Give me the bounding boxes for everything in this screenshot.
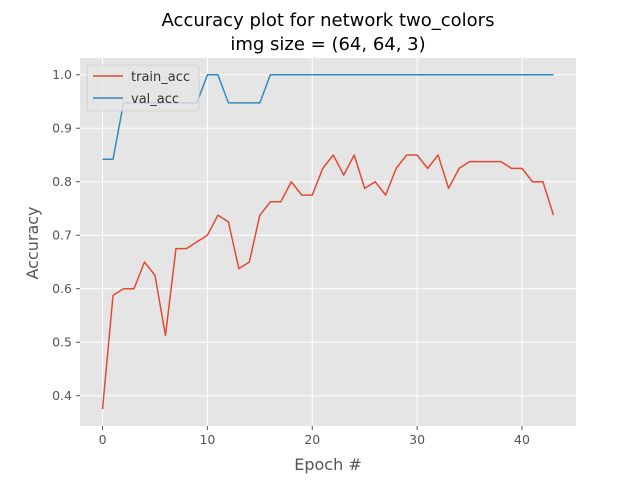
legend: train_acc val_acc: [86, 64, 200, 112]
chart-subtitle: img size = (64, 64, 3): [230, 34, 425, 55]
y-tick-label: 0.9: [52, 121, 72, 136]
y-tick-label: 0.6: [52, 281, 72, 296]
y-tick-label: 0.7: [52, 228, 72, 243]
series-line-train-acc: [101, 154, 555, 410]
x-tick-label: 30: [409, 432, 425, 447]
y-tick-label: 0.8: [52, 174, 72, 189]
y-tick-label: 0.4: [52, 388, 72, 403]
x-tick-label: 40: [514, 432, 530, 447]
legend-label-val-acc: val_acc: [131, 92, 179, 107]
x-axis-label: Epoch #: [294, 455, 361, 474]
y-tick-label: 0.5: [52, 335, 72, 350]
x-tick-label: 10: [199, 432, 215, 447]
legend-label-train-acc: train_acc: [131, 70, 190, 85]
y-tick-label: 1.0: [52, 67, 72, 82]
plot-area: [80, 58, 576, 426]
x-tick-label: 20: [304, 432, 320, 447]
chart-title: Accuracy plot for network two_colors: [162, 10, 495, 31]
x-tick-label: 0: [99, 432, 107, 447]
y-axis-label: Accuracy: [23, 206, 42, 279]
axis-ticks: 0 10 20 30 40 0.4 0.5 0.6 0.7 0.8 0.9 1.0: [52, 67, 530, 447]
